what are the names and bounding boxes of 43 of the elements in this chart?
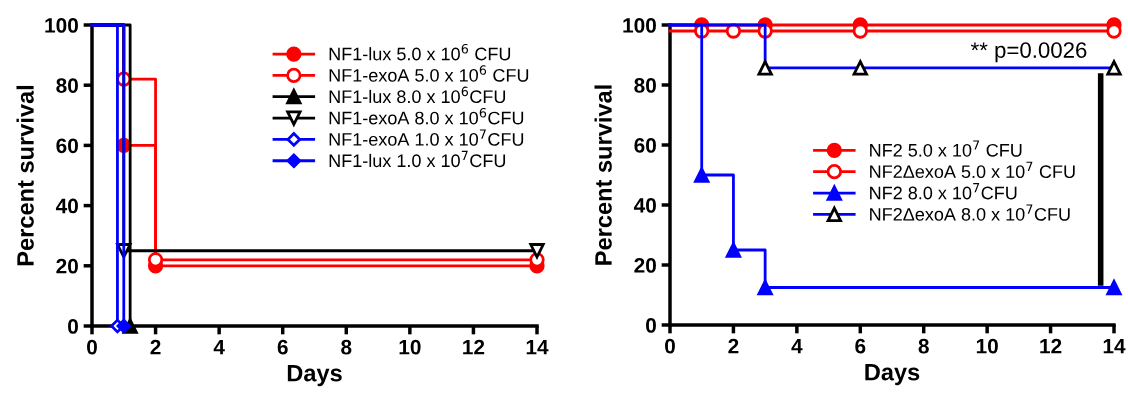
legend-label: NF1-exoA 1.0 x 10$^{7}$CFU [329,129,524,146]
y-tick-label: 0 [646,318,656,333]
y-tick-label: 100 [45,18,78,33]
y-tick-label: 40 [633,198,656,213]
legend-label: NF2ΔexoA 8.0 x 10$^{7}$CFU [870,204,1070,221]
x-tick-label: 2 [728,338,739,354]
x-tick-label: 2 [150,339,161,355]
legend-label: NF1-lux 1.0 x 10$^{7}$CFU [329,150,506,168]
y-tick-label: 100 [623,18,656,33]
x-axis-title: Days [287,365,342,387]
x-tick-label: 14 [1103,338,1126,354]
y-tick-label: 20 [634,258,656,273]
x-tick-label: 12 [463,339,485,355]
y-tick-label: 20 [56,258,78,274]
y-tick-label: 60 [634,138,656,153]
x-tick-label: 10 [976,338,998,354]
x-tick-label: 4 [213,339,225,355]
y-tick-label: 60 [56,138,78,154]
y-tick-label: 80 [634,78,656,93]
x-tick-label: 14 [526,339,549,355]
x-tick-label: 0 [87,339,97,355]
legend-label: NF2 8.0 x 10$^{7}$CFU [870,183,1017,200]
x-tick-label: 8 [341,339,352,355]
x-tick-label: 10 [399,339,421,355]
x-tick-label: 6 [277,339,288,355]
legend-label: NF1-lux 5.0 x 10$^{6}$ CFU [329,43,511,61]
x-axis-title: Days [865,364,920,386]
y-tick-label: 0 [68,319,78,334]
y-axis-title: Percent survival [16,85,34,266]
x-tick-label: 8 [918,338,929,354]
x-tick-label: 0 [665,338,675,354]
y-tick-label: 40 [55,198,78,214]
legend-label: NF2ΔexoA 5.0 x 10$^{7}$ CFU [870,161,1075,179]
y-tick-label: 80 [56,78,78,93]
legend-label: NF1-exoA 8.0 x 10$^{6}$CFU [329,107,524,125]
x-tick-label: 6 [855,338,866,354]
legend-label: NF1-lux 8.0 x 10$^{6}$CFU [329,86,506,104]
x-tick-label: 12 [1040,338,1062,354]
legend-label: NF1-exoA 5.0 x 10$^{6}$ CFU [329,65,529,82]
annotation: ** p=0.0026 [970,42,1087,63]
x-tick-label: 4 [791,338,803,354]
y-axis-title: Percent survival [594,85,612,265]
legend-label: NF2 5.0 x 10$^{7}$ CFU [870,140,1022,157]
